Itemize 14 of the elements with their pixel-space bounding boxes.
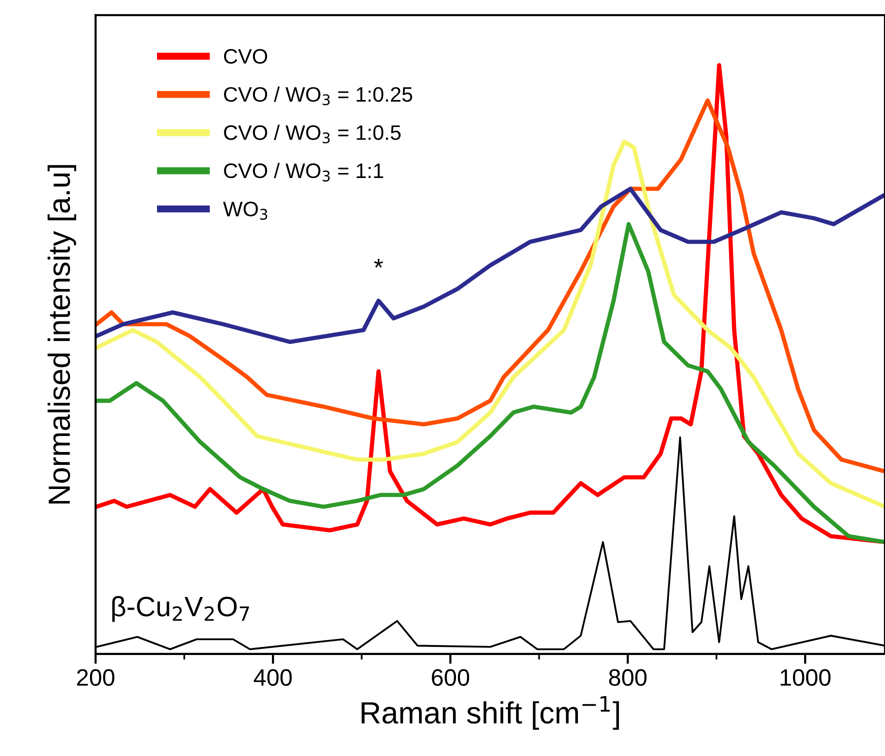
legend-label: CVO bbox=[224, 49, 268, 64]
legend-label: CVO / WO$_{3}$ = 1:0.5 bbox=[224, 124, 401, 144]
legend-label: CVO / WO$_{3}$ = 1:1 bbox=[224, 162, 384, 182]
x-tick-label: 400 bbox=[254, 669, 292, 686]
x-tick-label: 200 bbox=[77, 669, 114, 686]
legend-label: CVO / WO$_{3}$ = 1:0.25 bbox=[224, 86, 412, 106]
x-tick-label: 800 bbox=[609, 669, 647, 686]
x-tick-label: 600 bbox=[432, 669, 470, 686]
y-axis-title: Normalised intensity [a.u] bbox=[48, 165, 76, 504]
legend-label: WO$_{3}$ bbox=[223, 202, 268, 220]
annotation: * bbox=[374, 258, 384, 268]
series-label: β-Cu$_{2}$V$_{2}$O$_{7}$ bbox=[112, 596, 249, 622]
x-tick-label: 1000 bbox=[780, 669, 831, 686]
x-axis-title: Raman shift [cm$^{−1}$] bbox=[362, 696, 619, 730]
